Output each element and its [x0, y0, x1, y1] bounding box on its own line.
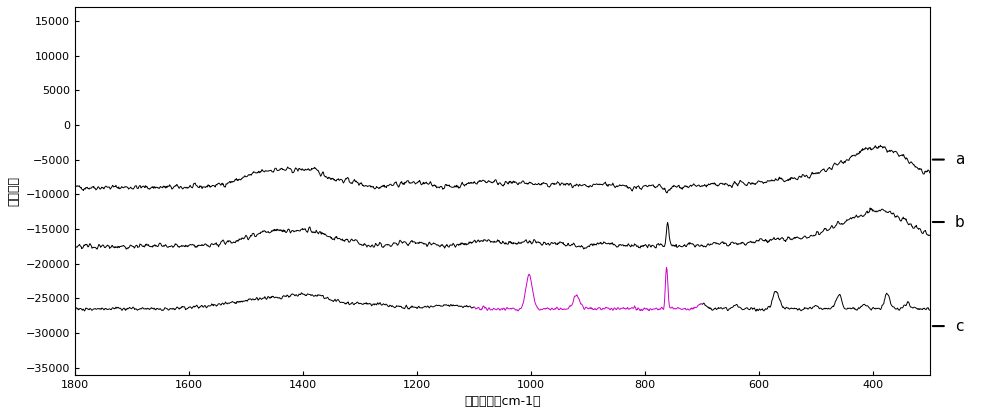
- Text: c: c: [955, 319, 964, 334]
- X-axis label: 拉曼位移（cm-1）: 拉曼位移（cm-1）: [464, 395, 541, 408]
- Text: b: b: [955, 215, 965, 229]
- Y-axis label: 拉曼强度: 拉曼强度: [7, 176, 20, 206]
- Text: a: a: [955, 152, 964, 167]
